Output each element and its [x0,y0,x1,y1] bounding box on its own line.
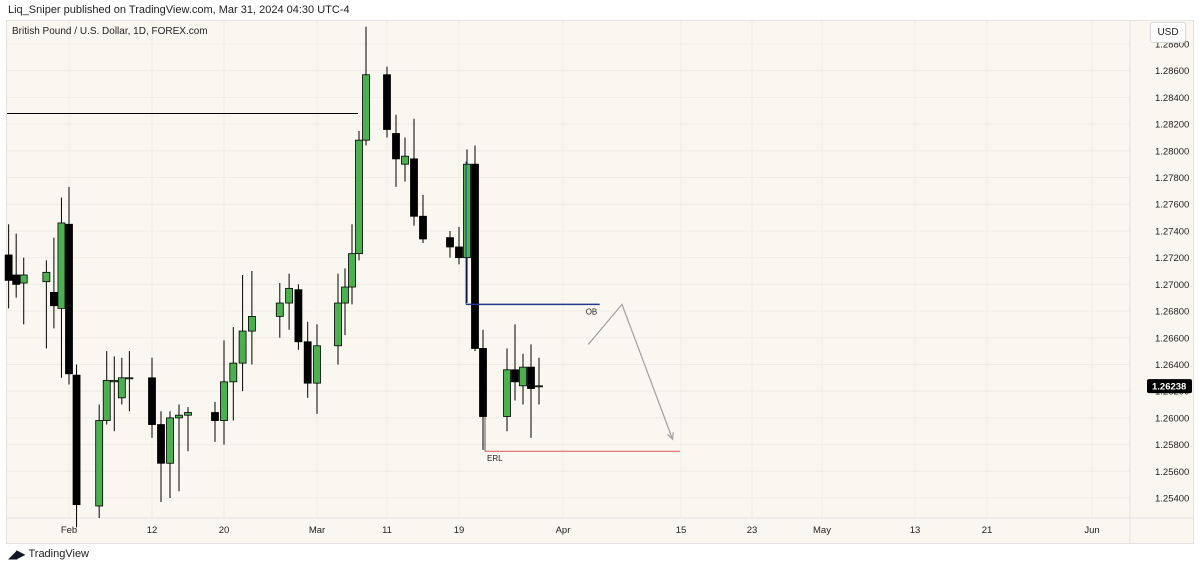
x-tick-label: 13 [910,525,921,536]
x-tick-label: Apr [556,525,571,536]
last-price-tag [1147,379,1192,394]
y-tick-label: 1.26600 [1155,333,1189,344]
bullish-candle[interactable] [166,417,174,464]
y-tick-label: 1.27000 [1155,280,1189,291]
bullish-candle[interactable] [313,345,321,384]
x-tick-label: Feb [61,525,77,536]
bullish-candle[interactable] [535,385,543,388]
last-price-value: 1.26238 [1152,382,1186,393]
y-tick-label: 1.28200 [1155,120,1189,131]
bearish-candle[interactable] [148,377,156,425]
bearish-candle[interactable] [294,289,303,343]
publisher-info: Liq_Sniper published on TradingView.com,… [8,4,350,16]
tradingview-logo[interactable]: ◢▶ TradingView [8,547,89,561]
chart-area[interactable] [6,20,1194,544]
x-tick-label: Jun [1084,525,1099,536]
y-tick-label: 1.27400 [1155,226,1189,237]
x-tick-label: 11 [382,525,392,536]
bearish-candle[interactable] [471,163,479,349]
bullish-candle[interactable] [184,412,192,416]
bearish-candle[interactable] [446,237,454,248]
bullish-candle[interactable] [42,271,51,283]
bearish-candle[interactable] [65,223,73,375]
bullish-candle[interactable] [503,369,511,417]
bearish-candle[interactable] [479,348,487,417]
bullish-candle[interactable] [117,377,126,399]
bearish-candle[interactable] [511,369,519,383]
footer-bar: ◢▶ TradingView [0,544,1200,565]
bearish-candle[interactable] [455,246,463,259]
projection-path[interactable] [587,303,674,440]
bullish-candle[interactable] [341,286,349,304]
bullish-candle[interactable] [110,380,119,383]
bullish-candle[interactable] [355,139,363,255]
bullish-candle[interactable] [57,222,66,309]
header-bar: Liq_Sniper published on TradingView.com,… [0,0,1200,20]
bearish-candle[interactable] [303,341,312,384]
bearish-candle[interactable] [410,158,418,217]
x-tick-label: 23 [747,525,758,536]
bullish-candle[interactable] [519,366,527,387]
bullish-candle[interactable] [102,380,111,421]
tradingview-brand-text: TradingView [28,548,90,560]
bullish-candle[interactable] [238,330,247,364]
bullish-candle[interactable] [401,155,409,165]
bearish-candle[interactable] [72,374,81,506]
x-tick-label: 19 [454,525,465,536]
bearish-candle[interactable] [211,412,219,421]
tradingview-logo-icon: ◢▶ [8,547,25,561]
y-tick-label: 1.28800 [1155,40,1189,51]
bearish-candle[interactable] [157,424,165,464]
bullish-candle[interactable] [125,377,134,380]
y-tick-label: 1.26800 [1155,307,1189,318]
bearish-candle[interactable] [392,133,400,160]
bearish-candle[interactable] [12,274,21,285]
x-tick-label: 12 [147,525,158,536]
bullish-candle[interactable] [362,74,370,141]
y-tick-label: 1.28000 [1155,146,1189,157]
y-tick-label: 1.28600 [1155,66,1189,77]
y-tick-label: 1.28400 [1155,93,1189,104]
bearish-candle[interactable] [383,74,391,130]
x-tick-label: 21 [982,525,993,536]
bullish-candle[interactable] [95,420,104,507]
bullish-candle[interactable] [348,253,356,288]
y-tick-label: 1.27800 [1155,173,1189,184]
bullish-candle[interactable] [220,381,228,421]
currency-button[interactable]: USD [1150,22,1186,43]
symbol-label: British Pound / U.S. Dollar, 1D, FOREX.c… [12,26,208,37]
bearish-candle[interactable] [527,366,535,389]
y-tick-label: 1.27200 [1155,253,1189,264]
ob-label: OB [586,307,598,316]
bearish-candle[interactable] [50,291,58,307]
bullish-candle[interactable] [175,414,183,419]
projection-arrowhead-icon [667,432,674,441]
y-tick-label: 1.26000 [1155,413,1189,424]
x-tick-label: 20 [219,525,230,536]
bullish-candle[interactable] [247,315,256,332]
y-tick-label: 1.25400 [1155,493,1189,504]
bullish-candle[interactable] [334,302,342,347]
x-tick-label: Mar [309,525,325,536]
bullish-candle[interactable] [19,274,28,284]
bearish-candle[interactable] [419,215,427,240]
bullish-candle[interactable] [463,163,471,259]
bullish-candle[interactable] [275,302,284,317]
y-tick-label: 1.25600 [1155,467,1189,478]
x-tick-label: May [813,525,831,536]
bullish-candle[interactable] [285,287,294,304]
y-tick-label: 1.26400 [1155,360,1189,371]
y-tick-label: 1.27600 [1155,200,1189,211]
y-tick-label: 1.25800 [1155,440,1189,451]
bullish-candle[interactable] [229,362,238,383]
x-tick-label: 15 [676,525,687,536]
erl-label: ERL [487,454,503,463]
bearish-candle[interactable] [4,254,13,281]
